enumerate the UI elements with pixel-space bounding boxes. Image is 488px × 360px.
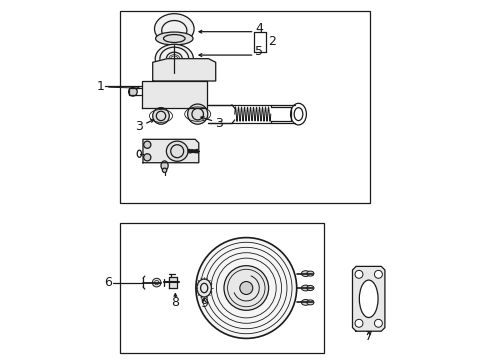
Ellipse shape [306,271,313,276]
Ellipse shape [152,108,169,124]
Text: 2: 2 [267,35,275,48]
Ellipse shape [187,104,207,124]
Ellipse shape [162,168,166,172]
Ellipse shape [152,278,161,287]
Ellipse shape [354,319,362,327]
Ellipse shape [354,270,362,278]
Text: 3: 3 [135,120,142,133]
Text: 4: 4 [255,22,263,35]
Text: 1: 1 [96,80,104,93]
Polygon shape [142,81,206,108]
Ellipse shape [374,270,382,278]
Ellipse shape [197,279,211,297]
Ellipse shape [166,141,187,161]
Ellipse shape [301,271,309,276]
Ellipse shape [301,300,309,305]
Text: 7: 7 [364,330,372,343]
Ellipse shape [154,14,194,44]
Ellipse shape [301,285,309,291]
Bar [120,223,323,353]
Polygon shape [152,59,215,81]
Ellipse shape [374,319,382,327]
Polygon shape [168,277,177,288]
Ellipse shape [196,238,296,338]
Bar [120,11,370,203]
Ellipse shape [143,154,151,161]
Text: 5: 5 [255,45,263,58]
Ellipse shape [306,285,313,291]
Text: 6: 6 [104,276,112,289]
Ellipse shape [155,32,193,45]
Ellipse shape [155,44,193,73]
Ellipse shape [224,266,268,310]
Ellipse shape [239,282,252,294]
Ellipse shape [359,280,377,318]
Polygon shape [352,266,384,331]
Text: 3: 3 [215,117,223,130]
Ellipse shape [161,161,168,170]
Ellipse shape [143,141,151,148]
Ellipse shape [306,300,313,305]
Polygon shape [142,139,199,163]
Text: 9: 9 [200,297,208,310]
Text: 8: 8 [171,296,179,309]
Ellipse shape [128,87,137,96]
